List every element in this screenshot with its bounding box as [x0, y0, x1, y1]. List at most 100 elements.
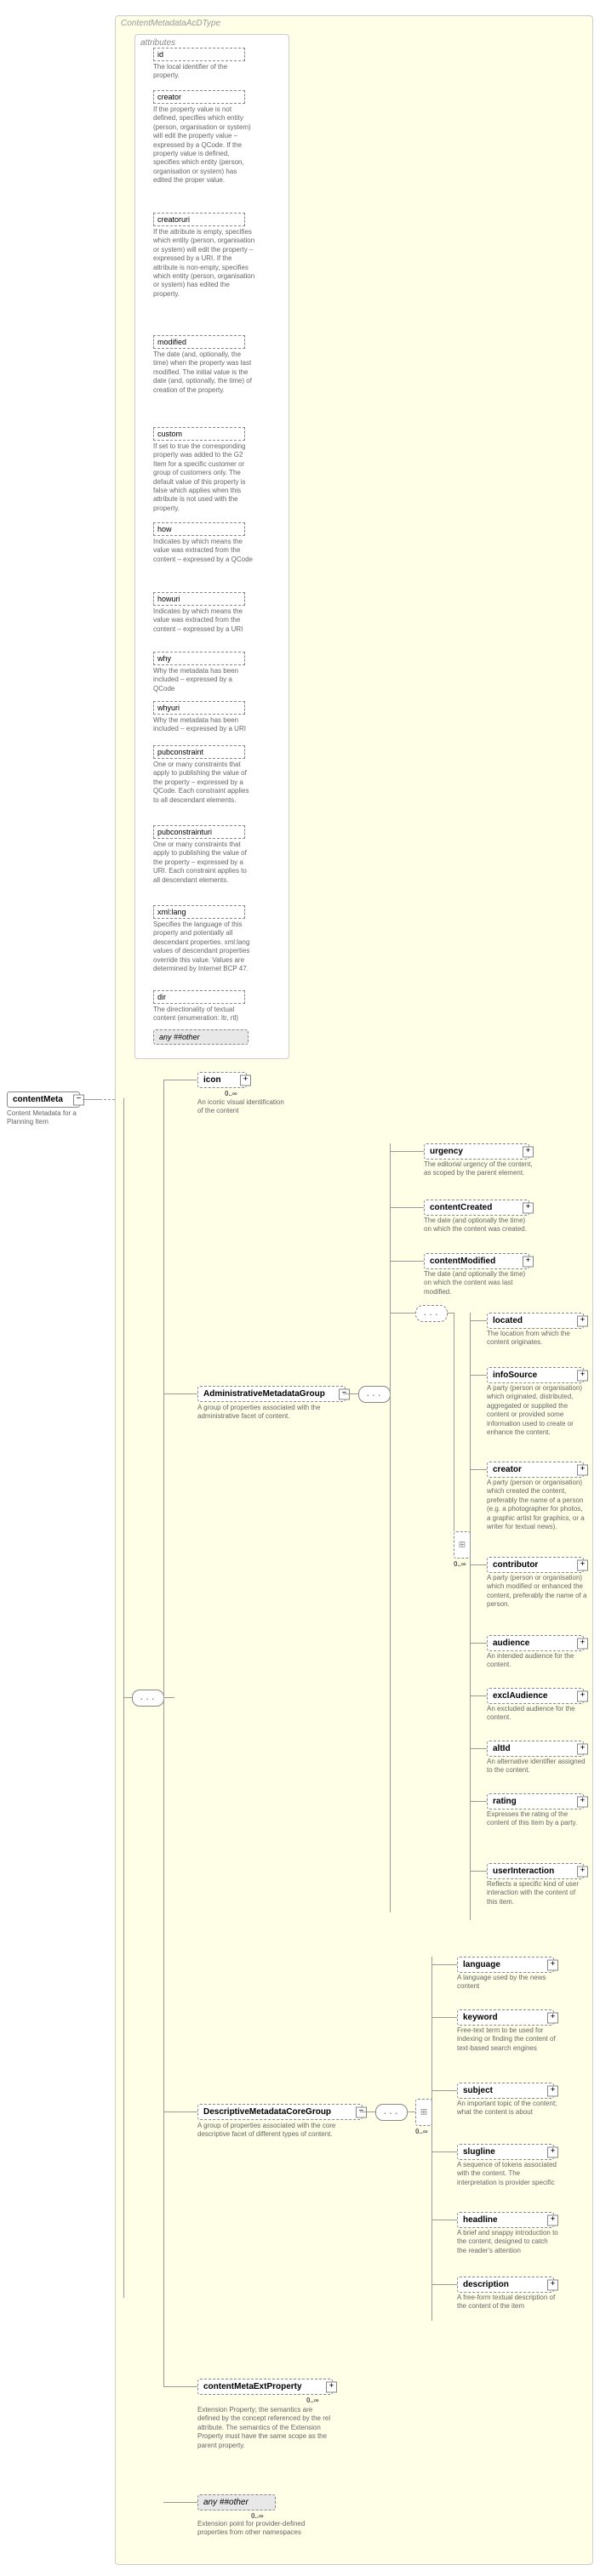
ext-label: contentMetaExtProperty	[203, 2382, 302, 2391]
conn	[390, 1151, 424, 1152]
conn	[343, 1393, 358, 1394]
conn	[431, 1957, 432, 2321]
attr-desc: One or many constraints that apply to pu…	[153, 841, 255, 885]
attr-xml:lang: xml:lang	[153, 905, 245, 919]
amg-rep-desc: A party (person or organisation) which c…	[487, 1479, 587, 1531]
conn	[470, 1695, 487, 1696]
attr-creatoruri: creatoruri	[153, 213, 245, 226]
attr-desc: The date (and, optionally, the time) whe…	[153, 350, 255, 395]
dmg-desc: Free-text term to be used for indexing o…	[457, 2026, 559, 2053]
conn	[431, 2090, 457, 2091]
dmg-slugline: slugline+	[457, 2144, 554, 2160]
expand-icon[interactable]: +	[577, 1315, 588, 1326]
attr-desc: Specifies the language of this property …	[153, 920, 255, 973]
conn	[470, 1748, 487, 1749]
expand-icon[interactable]: +	[577, 1559, 588, 1570]
attr-pubconstraint: pubconstraint	[153, 745, 245, 759]
amg-rep-seq	[415, 1305, 448, 1322]
expand-icon[interactable]: +	[523, 1256, 534, 1267]
expand-icon[interactable]: +	[577, 1464, 588, 1475]
expand-icon[interactable]: +	[547, 2279, 558, 2290]
expand-icon[interactable]: +	[547, 2146, 558, 2157]
amg-rep-desc: An intended audience for the content.	[487, 1652, 587, 1670]
amg-label: AdministrativeMetadataGroup	[203, 1389, 325, 1399]
amg-desc: A group of properties associated with th…	[197, 1404, 346, 1422]
attr-desc: The directionality of textual content (e…	[153, 1006, 255, 1023]
main-seq	[132, 1690, 164, 1707]
conn	[431, 2151, 457, 2152]
conn	[163, 2386, 197, 2387]
expand-icon[interactable]: +	[523, 1146, 534, 1157]
conn	[390, 1261, 424, 1262]
amg-rep-userInteraction: userInteraction+	[487, 1863, 584, 1879]
conn	[470, 1643, 487, 1644]
expand-icon[interactable]: +	[547, 2085, 558, 2096]
root-desc: Content Metadata for a Planning Item	[7, 1109, 88, 1127]
attr-desc: If the property value is not defined, sp…	[153, 105, 255, 185]
conn	[470, 1375, 487, 1376]
icon-mult: 0..∞	[225, 1090, 237, 1097]
dmg-desc: A free-form textual description of the c…	[457, 2294, 559, 2311]
amg-rep-audience: audience+	[487, 1635, 584, 1651]
amg-desc: The date (and optionally the time) on wh…	[424, 1217, 534, 1234]
conn	[470, 1469, 487, 1470]
attr-how: how	[153, 522, 245, 536]
dmg-headline: headline+	[457, 2212, 554, 2228]
type-name: ContentMetadataAcDType	[121, 19, 220, 28]
amg-rep-desc: Expresses the rating of the content of t…	[487, 1810, 587, 1828]
icon-desc: An iconic visual identification of the c…	[197, 1098, 291, 1116]
attr-howuri: howuri	[153, 592, 245, 606]
attr-pubconstrainturi: pubconstrainturi	[153, 825, 245, 839]
ext-box: contentMetaExtProperty +	[197, 2379, 333, 2395]
expand-icon[interactable]: +	[240, 1074, 251, 1086]
conn	[470, 1320, 487, 1321]
amg-contentModified: contentModified+	[424, 1253, 529, 1269]
conn	[163, 1080, 164, 2386]
expand-icon[interactable]: +	[577, 1690, 588, 1701]
amg-box: AdministrativeMetadataGroup −	[197, 1386, 346, 1402]
dmg-desc: A sequence of tokens associated with the…	[457, 2161, 559, 2187]
amg-rep-altId: altId+	[487, 1741, 584, 1757]
amg-choice	[454, 1531, 471, 1559]
conn	[431, 1964, 457, 1965]
conn	[390, 1393, 391, 1394]
dmg-keyword: keyword+	[457, 2009, 554, 2026]
expand-icon[interactable]: +	[547, 2214, 558, 2226]
conn	[447, 1313, 454, 1314]
dmg-desc: A language used by the news content	[457, 1974, 559, 1992]
expand-icon[interactable]: +	[577, 1866, 588, 1877]
amg-rep-desc: A party (person or organisation) which m…	[487, 1574, 587, 1610]
conn	[123, 1098, 124, 2298]
attr-whyuri: whyuri	[153, 701, 245, 715]
expand-icon[interactable]: +	[577, 1796, 588, 1807]
attr-modified: modified	[153, 335, 245, 349]
root-label: contentMeta	[13, 1095, 63, 1104]
conn	[123, 1697, 132, 1698]
amg-rep-exclAudience: exclAudience+	[487, 1688, 584, 1704]
dmg-language: language+	[457, 1957, 554, 1973]
expand-icon[interactable]: +	[547, 1959, 558, 1970]
attr-dir: dir	[153, 990, 245, 1004]
expand-icon[interactable]: +	[547, 2012, 558, 2023]
expand-icon[interactable]: +	[523, 1202, 534, 1213]
expand-icon[interactable]: +	[326, 2381, 337, 2392]
icon-label: icon	[203, 1075, 221, 1085]
any-bottom-label: any ##other	[203, 2498, 249, 2507]
conn	[431, 2017, 457, 2018]
dmg-desc: An important topic of the content; what …	[457, 2100, 559, 2117]
expand-icon[interactable]: +	[577, 1370, 588, 1381]
conn	[470, 1801, 487, 1802]
expand-icon[interactable]: +	[577, 1743, 588, 1754]
attr-desc: Why the metadata has been included – exp…	[153, 716, 255, 734]
dmg-box: DescriptiveMetadataCoreGroup −	[197, 2104, 363, 2120]
attr-desc: If the attribute is empty, specifies whi…	[153, 228, 255, 299]
conn	[390, 1143, 391, 1912]
conn	[163, 2502, 197, 2503]
amg-choice-mult: 0..∞	[454, 1560, 466, 1568]
amg-rep-desc: An alternative identifier assigned to th…	[487, 1758, 587, 1775]
amg-rep-desc: Reflects a specific kind of user interac…	[487, 1880, 587, 1906]
dmg-choice-mult: 0..∞	[415, 2128, 428, 2135]
attr-creator: creator	[153, 90, 245, 104]
expand-icon[interactable]: +	[577, 1638, 588, 1649]
conn	[100, 1099, 115, 1100]
